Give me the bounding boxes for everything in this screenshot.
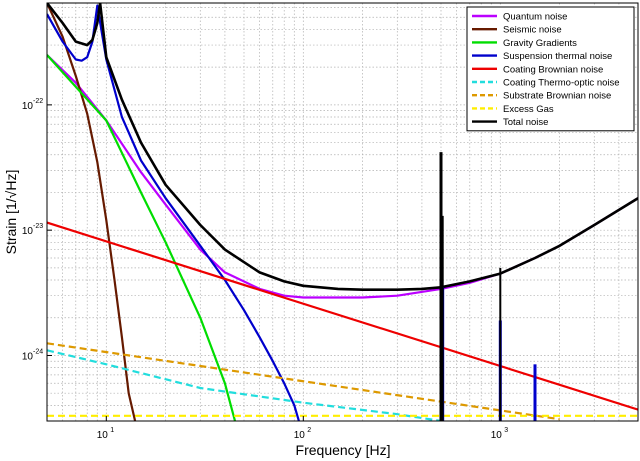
y-tick-label: 10 bbox=[22, 226, 34, 237]
legend-label-excess-gas: Excess Gas bbox=[503, 104, 554, 115]
plot-frame bbox=[46, 2, 639, 422]
legend-label-substrate-brownian-noise: Substrate Brownian noise bbox=[503, 91, 611, 102]
x-tick-label: 10 bbox=[491, 430, 503, 441]
legend: Quantum noise Seismic noise Gravity Gradie… bbox=[466, 6, 635, 132]
x-tick-label: 10 bbox=[97, 430, 109, 441]
series-line-substrate-brownian-noise bbox=[47, 342, 560, 421]
legend-label-seismic-noise: Seismic noise bbox=[503, 25, 562, 36]
x-tick-exponent: 1 bbox=[110, 427, 114, 434]
y-tick-exponent: -22 bbox=[33, 98, 43, 105]
x-axis-label: Frequency [Hz] bbox=[296, 442, 391, 458]
legend-label-quantum-noise: Quantum noise bbox=[503, 12, 567, 23]
legend-label-gravity-gradients: Gravity Gradients bbox=[503, 38, 577, 49]
series-line-gravity-gradients bbox=[47, 54, 237, 421]
series-line-total-noise bbox=[47, 3, 638, 292]
y-tick-label: 10 bbox=[22, 101, 34, 112]
series-line-coating-brownian-noise bbox=[47, 221, 638, 411]
legend-label-coating-thermo-optic-noise: Coating Thermo-optic noise bbox=[503, 78, 620, 89]
y-tick-exponent: -24 bbox=[33, 348, 43, 355]
series-line-seismic-noise bbox=[47, 3, 137, 421]
y-tick-exponent: -23 bbox=[33, 223, 43, 230]
legend-label-suspension-thermal-noise: Suspension thermal noise bbox=[503, 51, 612, 62]
legend-label-total-noise: Total noise bbox=[503, 117, 548, 128]
y-tick-label: 10 bbox=[22, 351, 34, 362]
grid bbox=[47, 3, 638, 422]
series-layer bbox=[47, 3, 638, 421]
x-tick-exponent: 2 bbox=[307, 427, 311, 434]
x-tick-exponent: 3 bbox=[504, 427, 508, 434]
x-tick-label: 10 bbox=[294, 430, 306, 441]
legend-label-coating-brownian-noise: Coating Brownian noise bbox=[503, 64, 603, 75]
y-axis-label: Strain [1/√Hz] bbox=[3, 170, 19, 255]
series-line-suspension-thermal-noise bbox=[47, 4, 300, 421]
